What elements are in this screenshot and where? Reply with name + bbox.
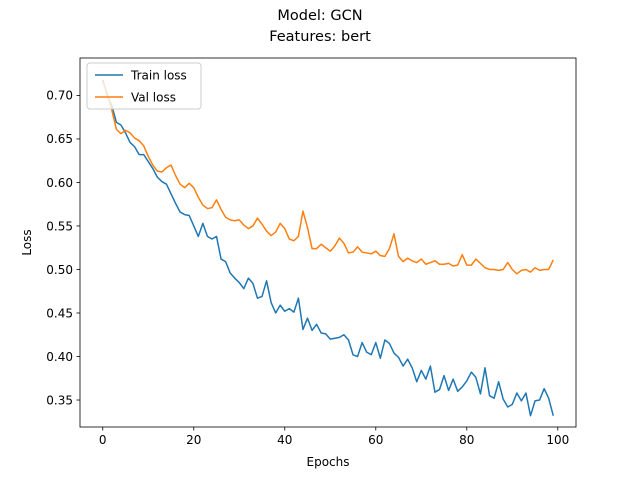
x-tick-label: 100 [546,433,569,447]
axes-frame [79,57,577,428]
chart-title: Model: GCN [277,8,363,24]
y-tick-label: 0.70 [46,89,73,103]
y-tick-label: 0.60 [46,176,73,190]
y-tick-label: 0.40 [46,350,73,364]
x-tick-label: 60 [368,433,383,447]
series-line-train-loss [102,79,554,417]
x-tick-label: 80 [459,433,474,447]
y-tick-label: 0.35 [46,393,73,407]
x-tick-label: 20 [186,433,201,447]
x-tick-label: 40 [277,433,292,447]
series-line-val-loss [102,81,554,275]
y-axis-label: Loss [20,229,34,255]
y-tick-label: 0.55 [46,219,73,233]
legend-label: Train loss [130,69,187,83]
y-tick-label: 0.65 [46,132,73,146]
x-tick-label: 0 [99,433,107,447]
y-tick-label: 0.50 [46,263,73,277]
legend: Train loss Val loss [86,62,202,110]
x-axis-label: Epochs [307,455,350,469]
y-tick-label: 0.45 [46,306,73,320]
chart-subtitle: Features: bert [269,29,371,45]
legend-label: Val loss [131,91,176,105]
